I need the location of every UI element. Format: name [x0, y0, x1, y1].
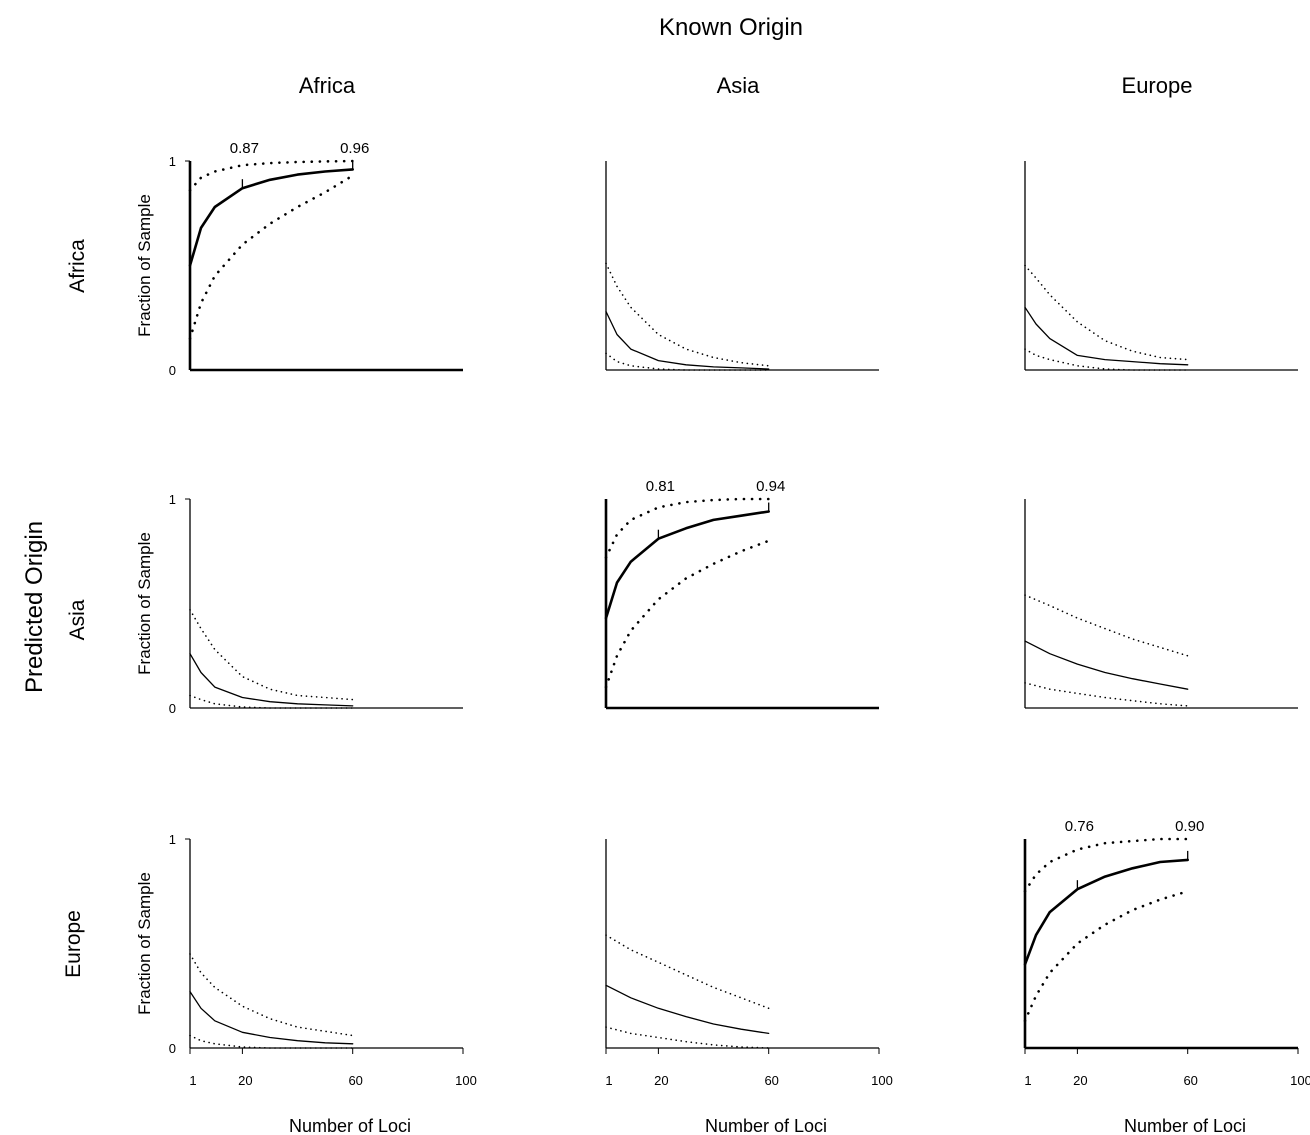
- panel-asia-europe: [1024, 499, 1298, 709]
- series-dotted-upper-asia-europe: [1024, 594, 1189, 657]
- series-dotted-upper-europe-africa: [189, 953, 354, 1037]
- row-label-europe: Europe: [62, 910, 85, 978]
- row-label-africa: Africa: [66, 239, 89, 293]
- x-tick-label-europe-asia: 1: [605, 1073, 612, 1088]
- y-tick-label-europe-africa: 0: [169, 1041, 176, 1056]
- y-axis-label-asia-africa: Fraction of Sample: [135, 532, 154, 675]
- panel-africa-europe: [1024, 161, 1298, 371]
- series-bold-europe-europe: [1023, 858, 1189, 966]
- x-tick-label-europe-africa: 100: [455, 1073, 477, 1088]
- panel-asia-africa: 1 0 Fraction of Sample: [135, 492, 463, 716]
- series-dotted-upper-africa-africa: [188, 159, 355, 192]
- series-bold-asia-asia: [604, 510, 771, 620]
- panel-europe-europe: 1 20 60 100 Number of Loci 0.76 0.90: [1023, 818, 1310, 1135]
- annotation-label-asia-asia: 0.94: [756, 478, 785, 495]
- y-tick-label-europe-africa: 1: [169, 832, 176, 847]
- series-dotted-lower-asia-africa: [189, 694, 354, 709]
- series-dotted-upper-asia-africa: [189, 608, 354, 701]
- column-header-asia: Asia: [717, 73, 761, 98]
- series-bold-africa-africa: [188, 168, 355, 267]
- x-tick-label-europe-europe: 20: [1073, 1073, 1087, 1088]
- x-tick-label-europe-asia: 20: [654, 1073, 668, 1088]
- row-label-asia: Asia: [66, 599, 89, 640]
- panel-grid: 1 0 Fraction of Sample 0.87 0.96 1 0 Fraction o…: [135, 140, 1310, 1135]
- annotation-label-europe-europe: 0.76: [1065, 818, 1094, 835]
- series-dotted-upper-europe-europe: [1023, 837, 1189, 893]
- column-header-europe: Europe: [1122, 73, 1193, 98]
- y-axis-label-africa-africa: Fraction of Sample: [135, 194, 154, 337]
- x-axis-label-europe-europe: Number of Loci: [1124, 1116, 1246, 1135]
- x-tick-label-europe-europe: 100: [1290, 1073, 1310, 1088]
- annotation-label-africa-africa: 0.87: [230, 140, 259, 157]
- x-tick-label-europe-europe: 60: [1183, 1073, 1197, 1088]
- series-dotted-lower-asia-europe: [1024, 682, 1189, 707]
- series-dotted-lower-africa-asia: [605, 352, 770, 371]
- series-dotted-upper-asia-asia: [604, 497, 771, 559]
- figure-title: Known Origin: [659, 14, 803, 41]
- y-tick-label-asia-africa: 0: [169, 701, 176, 716]
- series-dotted-upper-africa-asia: [605, 262, 770, 367]
- series-solid-asia-europe: [1024, 640, 1189, 690]
- panel-africa-asia: [605, 161, 879, 371]
- series-solid-asia-africa: [189, 653, 354, 707]
- x-tick-label-europe-africa: 60: [348, 1073, 362, 1088]
- series-solid-europe-asia: [605, 984, 770, 1035]
- x-tick-label-europe-africa: 20: [238, 1073, 252, 1088]
- y-tick-label-asia-africa: 1: [169, 492, 176, 507]
- panel-africa-africa: 1 0 Fraction of Sample 0.87 0.96: [135, 140, 463, 378]
- y-tick-label-africa-africa: 0: [169, 363, 176, 378]
- series-dotted-lower-europe-africa: [189, 1034, 354, 1049]
- panel-europe-africa: 1 0 Fraction of Sample 1 20 60 100 Number of Lo…: [135, 832, 477, 1135]
- x-axis-label-europe-africa: Number of Loci: [289, 1116, 411, 1135]
- panel-europe-asia: 1 20 60 100 Number of Loci: [605, 839, 893, 1135]
- annotation-label-africa-africa: 0.96: [340, 140, 369, 157]
- series-dotted-lower-africa-africa: [188, 174, 355, 340]
- annotation-label-europe-europe: 0.90: [1175, 818, 1204, 835]
- y-axis-label-europe-africa: Fraction of Sample: [135, 872, 154, 1015]
- panel-asia-asia: 0.81 0.94: [604, 478, 879, 710]
- x-tick-label-europe-asia: 100: [871, 1073, 893, 1088]
- column-header-africa: Africa: [299, 73, 356, 98]
- series-solid-africa-europe: [1024, 306, 1189, 366]
- series-dotted-lower-europe-asia: [605, 1026, 770, 1049]
- x-axis-label-europe-asia: Number of Loci: [705, 1116, 827, 1135]
- series-dotted-lower-europe-europe: [1023, 889, 1189, 1023]
- x-tick-label-europe-africa: 1: [189, 1073, 196, 1088]
- series-dotted-lower-africa-europe: [1024, 348, 1189, 371]
- series-dotted-lower-asia-asia: [604, 539, 771, 689]
- series-solid-africa-asia: [605, 310, 770, 370]
- series-dotted-upper-africa-europe: [1024, 264, 1189, 361]
- y-tick-label-africa-africa: 1: [169, 154, 176, 169]
- row-axis-title: Predicted Origin: [21, 521, 48, 693]
- x-tick-label-europe-europe: 1: [1024, 1073, 1031, 1088]
- x-tick-label-europe-asia: 60: [764, 1073, 778, 1088]
- series-solid-europe-africa: [189, 990, 354, 1045]
- annotation-label-asia-asia: 0.81: [646, 478, 675, 495]
